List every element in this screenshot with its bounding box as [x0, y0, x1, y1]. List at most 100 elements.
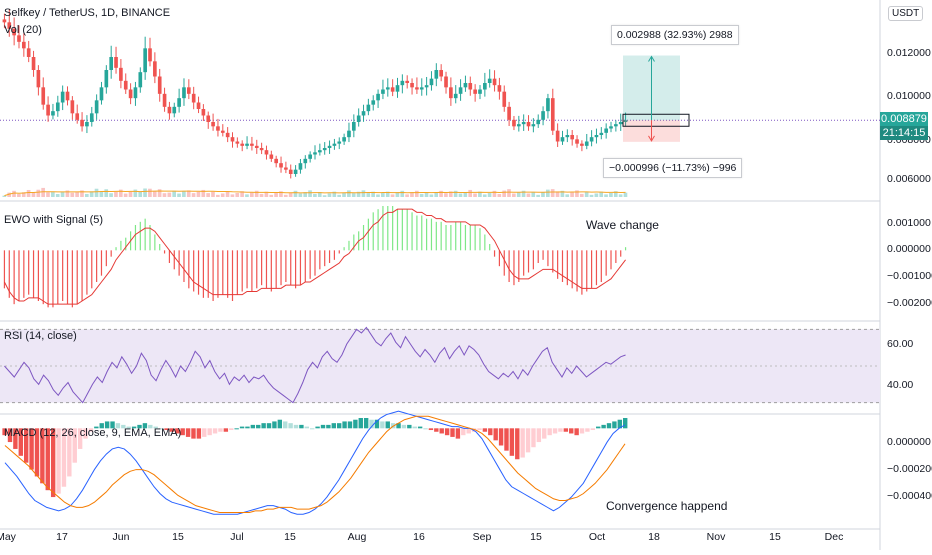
- macd-histogram-bar: [585, 428, 590, 432]
- volume-bar: [201, 189, 206, 197]
- volume-bar: [337, 194, 341, 197]
- date-label: Oct: [588, 531, 606, 543]
- candle-body: [599, 132, 604, 135]
- macd-histogram-bar: [471, 428, 477, 432]
- macd-histogram-bar: [417, 426, 423, 429]
- candle-body: [279, 163, 283, 168]
- symbol-title: Selfkey / TetherUS, 1D, BINANCE: [4, 7, 171, 19]
- candle-body: [284, 167, 288, 170]
- currency-button[interactable]: USDT: [888, 6, 924, 21]
- macd-histogram-bar: [104, 421, 110, 429]
- candle-body: [51, 111, 55, 116]
- candle-body: [555, 130, 560, 142]
- volume-bar: [2, 195, 7, 197]
- volume-bar: [274, 193, 278, 197]
- volume-bar: [444, 193, 448, 197]
- volume-bar: [482, 194, 487, 197]
- volume-bar: [308, 190, 312, 197]
- candle-body: [264, 150, 269, 155]
- volume-bar: [133, 189, 138, 197]
- candle-body: [550, 98, 555, 131]
- volume-bar: [579, 193, 584, 197]
- volume-bar: [536, 194, 540, 197]
- entry-box: [622, 113, 690, 127]
- volume-bar: [51, 191, 55, 197]
- candle-body: [395, 85, 400, 92]
- candle-body: [303, 158, 308, 164]
- volume-bar: [148, 188, 152, 197]
- volume-bar: [26, 189, 31, 197]
- volume-bar: [99, 191, 104, 197]
- candle-body: [570, 135, 575, 140]
- candle-body: [473, 89, 477, 94]
- volume-bar: [487, 193, 492, 197]
- candle-body: [254, 145, 259, 148]
- macd-histogram-bar: [358, 418, 363, 429]
- volume-ma-line: [4, 190, 626, 197]
- candle-body: [594, 135, 599, 138]
- candle-body: [351, 122, 356, 131]
- candle-body: [546, 98, 550, 112]
- volume-bar: [60, 191, 65, 197]
- volume-bar: [41, 187, 45, 197]
- ewo-title: EWO with Signal (5): [4, 214, 104, 226]
- volume-bar: [177, 193, 181, 197]
- volume-bar: [118, 189, 123, 197]
- volume-bar: [75, 192, 79, 197]
- candle-body: [240, 143, 245, 146]
- macd-histogram-bar: [56, 428, 61, 494]
- volume-bar: [342, 192, 346, 197]
- volume-bar: [502, 190, 506, 197]
- candle-body: [138, 72, 143, 88]
- macd-histogram-bar: [293, 424, 299, 429]
- volume-bar: [12, 190, 16, 197]
- volume-bar: [152, 191, 157, 197]
- price-tick: 0.012000: [887, 47, 931, 59]
- candle-body: [55, 102, 60, 112]
- candle-body: [216, 126, 220, 131]
- macd-histogram-bar: [466, 428, 471, 434]
- candle-body: [7, 22, 12, 29]
- convergence-note: Convergence happend: [606, 499, 728, 513]
- candle-body: [502, 91, 507, 107]
- macd-histogram-bar: [617, 419, 623, 429]
- candle-body: [313, 152, 317, 155]
- candle-body: [46, 104, 50, 116]
- candle-body: [119, 67, 123, 81]
- volume-bar: [283, 194, 288, 197]
- macd-histogram-bar: [396, 423, 401, 429]
- candle-body: [201, 109, 206, 116]
- date-label: 18: [648, 531, 660, 543]
- volume-bar: [526, 193, 531, 197]
- date-label: 15: [172, 531, 184, 543]
- candle-body: [507, 106, 511, 120]
- volume-bar: [589, 194, 594, 197]
- date-label: Aug: [347, 531, 367, 543]
- macd-title: MACD (12, 26, close, 9, EMA, EMA): [4, 427, 182, 439]
- volume-bar: [366, 193, 371, 197]
- macd-histogram-bar: [558, 428, 563, 432]
- volume-bar: [492, 190, 497, 197]
- stop-arrow-head: [648, 135, 655, 142]
- candle-body: [366, 104, 371, 112]
- candle-body: [381, 89, 385, 94]
- volume-bar: [162, 193, 167, 197]
- volume-label: Vol (20): [4, 24, 42, 36]
- volume-bar: [609, 192, 613, 197]
- macd-histogram-bar: [596, 426, 601, 429]
- volume-bar: [429, 194, 434, 197]
- candle-body: [2, 19, 7, 23]
- macd-histogram-bar: [288, 423, 293, 429]
- macd-histogram-bar: [72, 428, 77, 463]
- rsi-title: RSI (14, close): [4, 330, 77, 342]
- candle-body: [60, 91, 65, 103]
- volume-bar: [604, 194, 608, 197]
- candle-body: [104, 70, 109, 88]
- volume-bar: [80, 190, 84, 197]
- volume-bar: [463, 192, 468, 197]
- volume-bar: [613, 191, 618, 197]
- volume-bar: [521, 190, 526, 197]
- volume-bar: [235, 192, 240, 197]
- candle-body: [235, 141, 240, 144]
- candle-body: [109, 57, 114, 70]
